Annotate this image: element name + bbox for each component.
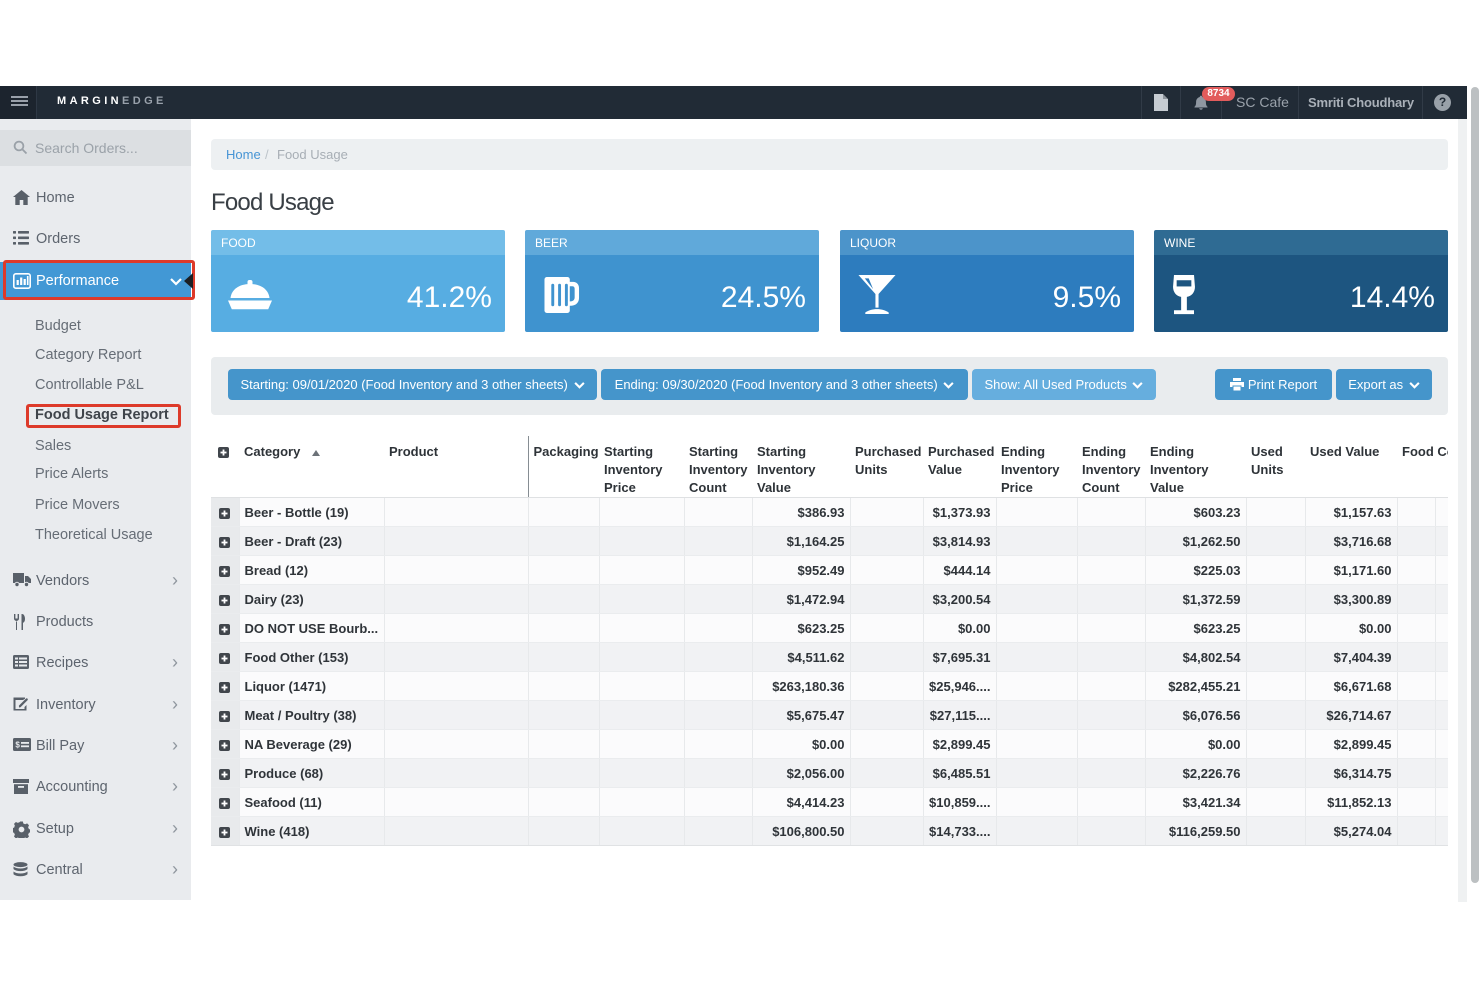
- svg-text:$: $: [15, 741, 20, 750]
